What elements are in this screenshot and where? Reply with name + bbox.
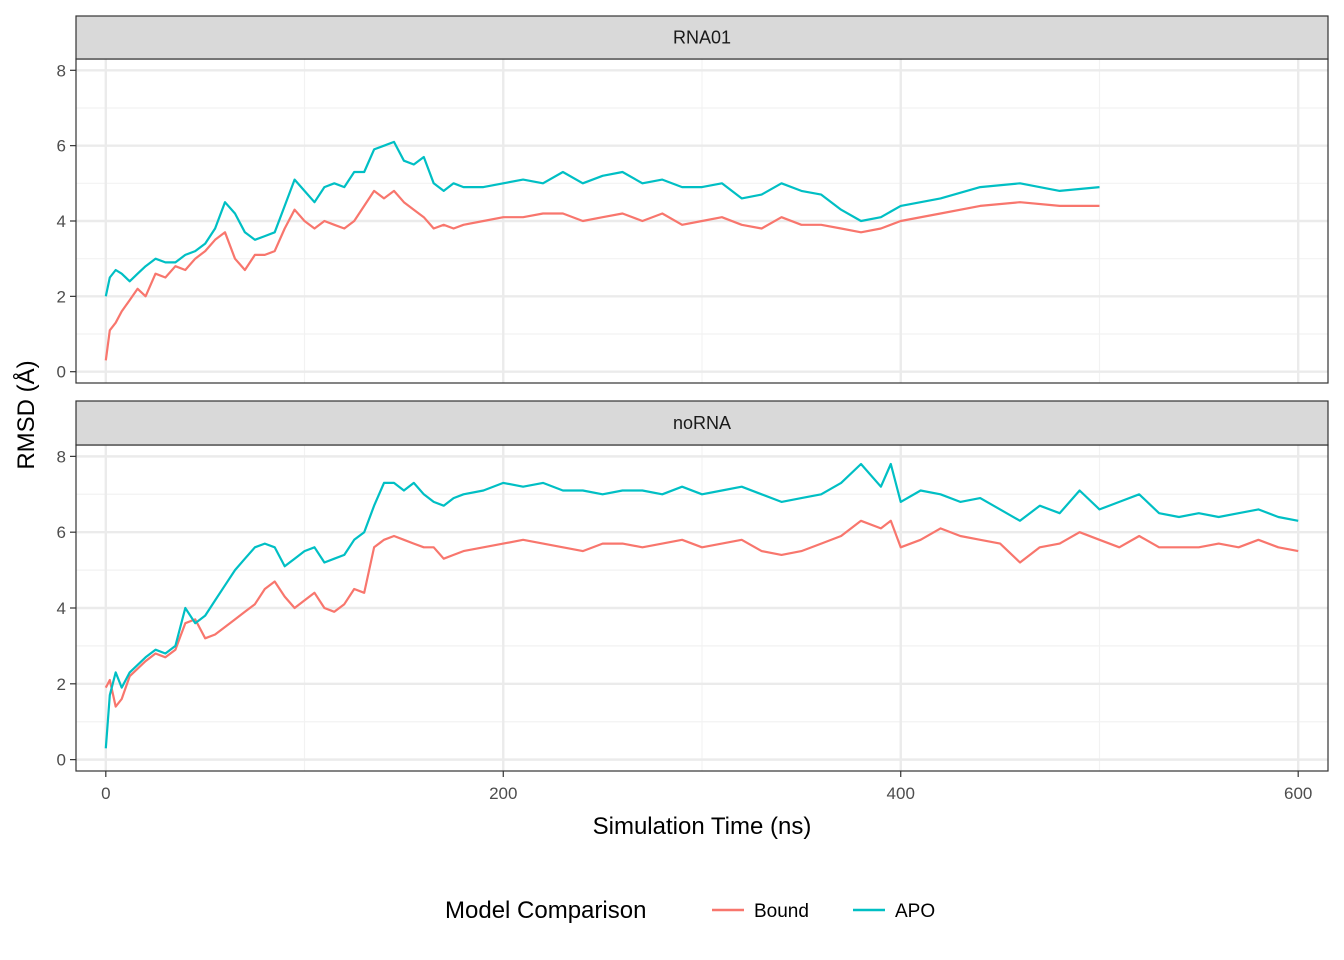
x-tick-label: 200 bbox=[489, 784, 517, 803]
facet-panel-noRNA: noRNA 0 2 4 6 8 bbox=[57, 400, 1329, 772]
legend-label-bound: Bound bbox=[754, 901, 809, 922]
series-line-apo-norna bbox=[104, 462, 1299, 749]
y-axis-title: RMSD (Å) bbox=[12, 360, 40, 469]
facet-panel-RNA01: RNA01 0 2 4 6 8 bbox=[57, 15, 1329, 384]
y-tick-label: 2 bbox=[57, 675, 66, 694]
y-axis: RMSD (Å) bbox=[12, 360, 40, 469]
facet-strip-label: noRNA bbox=[673, 413, 731, 433]
y-tick-label: 0 bbox=[57, 363, 66, 382]
x-tick-label: 400 bbox=[887, 784, 915, 803]
legend-title: Model Comparison bbox=[445, 897, 646, 924]
y-tick-label: 0 bbox=[57, 751, 66, 770]
x-tick-label: 600 bbox=[1284, 784, 1312, 803]
series-line-bound-norna bbox=[104, 519, 1299, 708]
x-tick-label: 0 bbox=[101, 784, 110, 803]
facet-strip-label: RNA01 bbox=[673, 28, 731, 48]
y-tick-label: 6 bbox=[57, 523, 66, 542]
legend-label-apo: APO bbox=[895, 901, 935, 922]
y-tick-label: 6 bbox=[57, 137, 66, 156]
x-axis: 0 200 400 600 bbox=[101, 771, 1312, 803]
y-tick-label: 4 bbox=[57, 212, 66, 231]
y-tick-label: 8 bbox=[57, 61, 66, 80]
series-line-apo-rna01 bbox=[104, 140, 1100, 297]
facet-strip bbox=[75, 15, 1329, 60]
y-tick-label: 4 bbox=[57, 599, 66, 618]
x-axis-title: Simulation Time (ns) bbox=[593, 813, 812, 840]
y-tick-label: 2 bbox=[57, 287, 66, 306]
legend: Model Comparison Bound APO bbox=[445, 897, 935, 924]
series-line-bound-rna01 bbox=[104, 189, 1100, 361]
facet-panels: RNA01 0 2 4 6 8 noRNA 0 2 4 6 8 bbox=[57, 15, 1329, 772]
facet-strip bbox=[75, 400, 1329, 446]
y-tick-label: 8 bbox=[57, 447, 66, 466]
